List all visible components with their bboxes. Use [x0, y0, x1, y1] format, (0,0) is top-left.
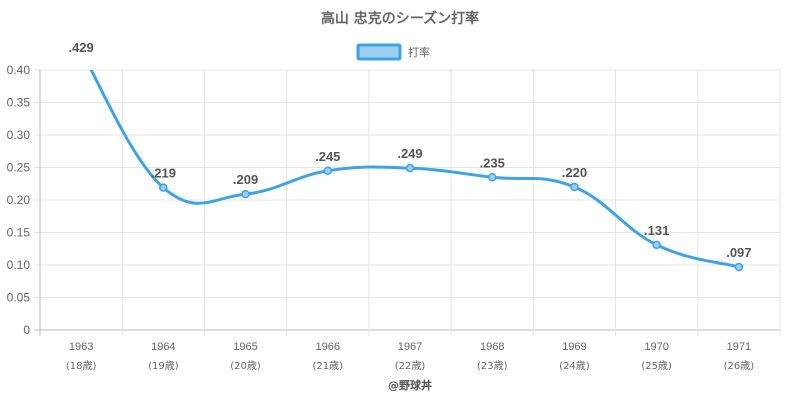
x-tick-label: 1969: [562, 341, 586, 353]
grid: [34, 69, 781, 336]
y-tick-label: 0.40: [7, 63, 31, 77]
x-tick-label: 1971: [727, 341, 751, 353]
data-label: .235: [480, 155, 505, 170]
y-tick-label: 0.25: [7, 161, 31, 175]
data-point[interactable]: [734, 262, 744, 272]
x-tick-label: 1970: [644, 341, 668, 353]
legend[interactable]: 打率: [356, 43, 430, 61]
data-label: .209: [233, 172, 258, 187]
x-tick-label: 1968: [480, 341, 504, 353]
y-tick-label: 0.35: [7, 96, 31, 110]
y-tick-label: 0.05: [7, 291, 31, 305]
x-tick-label: 1966: [316, 341, 340, 353]
data-point[interactable]: [323, 166, 333, 175]
data-point[interactable]: [570, 182, 579, 192]
data-point[interactable]: [487, 173, 497, 182]
legend-label: 打率: [408, 45, 430, 59]
x-tick-sublabel: (21歳): [313, 360, 344, 372]
x-tick-label: 1965: [233, 341, 257, 353]
y-tick-label: 0.15: [7, 226, 31, 240]
y-tick-label: 0.20: [7, 193, 31, 207]
x-tick-sublabel: (18歳): [66, 360, 97, 372]
x-tick-sublabel: (25歳): [641, 360, 672, 372]
y-tick-label: 0.30: [7, 128, 31, 142]
data-label: .220: [562, 165, 587, 180]
series-path: [89, 70, 740, 269]
x-tick-sublabel: (23歳): [477, 360, 508, 372]
y-tick-label: 0.10: [7, 258, 31, 272]
data-point[interactable]: [652, 240, 661, 250]
data-label: .429: [68, 40, 93, 55]
x-tick-label: 1967: [398, 341, 422, 353]
data-label: .219: [151, 166, 176, 181]
data-labels: .429 .219 .209 .245 .249 .235 .220 .131 .097: [68, 40, 751, 260]
data-label: .097: [726, 245, 751, 260]
y-axis: 0 0.05 0.10 0.15 0.20 0.25 0.30 0.35 0.40: [7, 63, 31, 337]
data-label: .249: [397, 146, 422, 161]
data-point[interactable]: [405, 163, 415, 173]
x-tick-sublabel: (26歳): [724, 360, 755, 372]
x-tick-label: 1964: [151, 341, 175, 353]
y-tick-label: 0: [23, 323, 30, 337]
x-tick-sublabel: (24歳): [559, 360, 590, 372]
x-tick-label: 1963: [69, 341, 93, 353]
chart-title: 高山 忠克のシーズン打率: [321, 10, 479, 27]
x-tick-sublabel: (20歳): [230, 360, 261, 372]
x-axis: 1963 (18歳) 1964 (19歳) 1965 (20歳) 1966 (21歳) 1967…: [66, 341, 754, 372]
series-line: [89, 70, 740, 269]
data-point[interactable]: [241, 189, 250, 199]
data-label: .131: [644, 223, 669, 238]
x-tick-sublabel: (19歳): [148, 360, 179, 372]
legend-swatch: [356, 43, 402, 61]
data-label: .245: [315, 149, 340, 164]
data-points: [159, 163, 744, 272]
credit-text: @野球丼: [388, 378, 432, 392]
x-tick-sublabel: (22歳): [395, 360, 426, 372]
data-point[interactable]: [159, 183, 168, 192]
